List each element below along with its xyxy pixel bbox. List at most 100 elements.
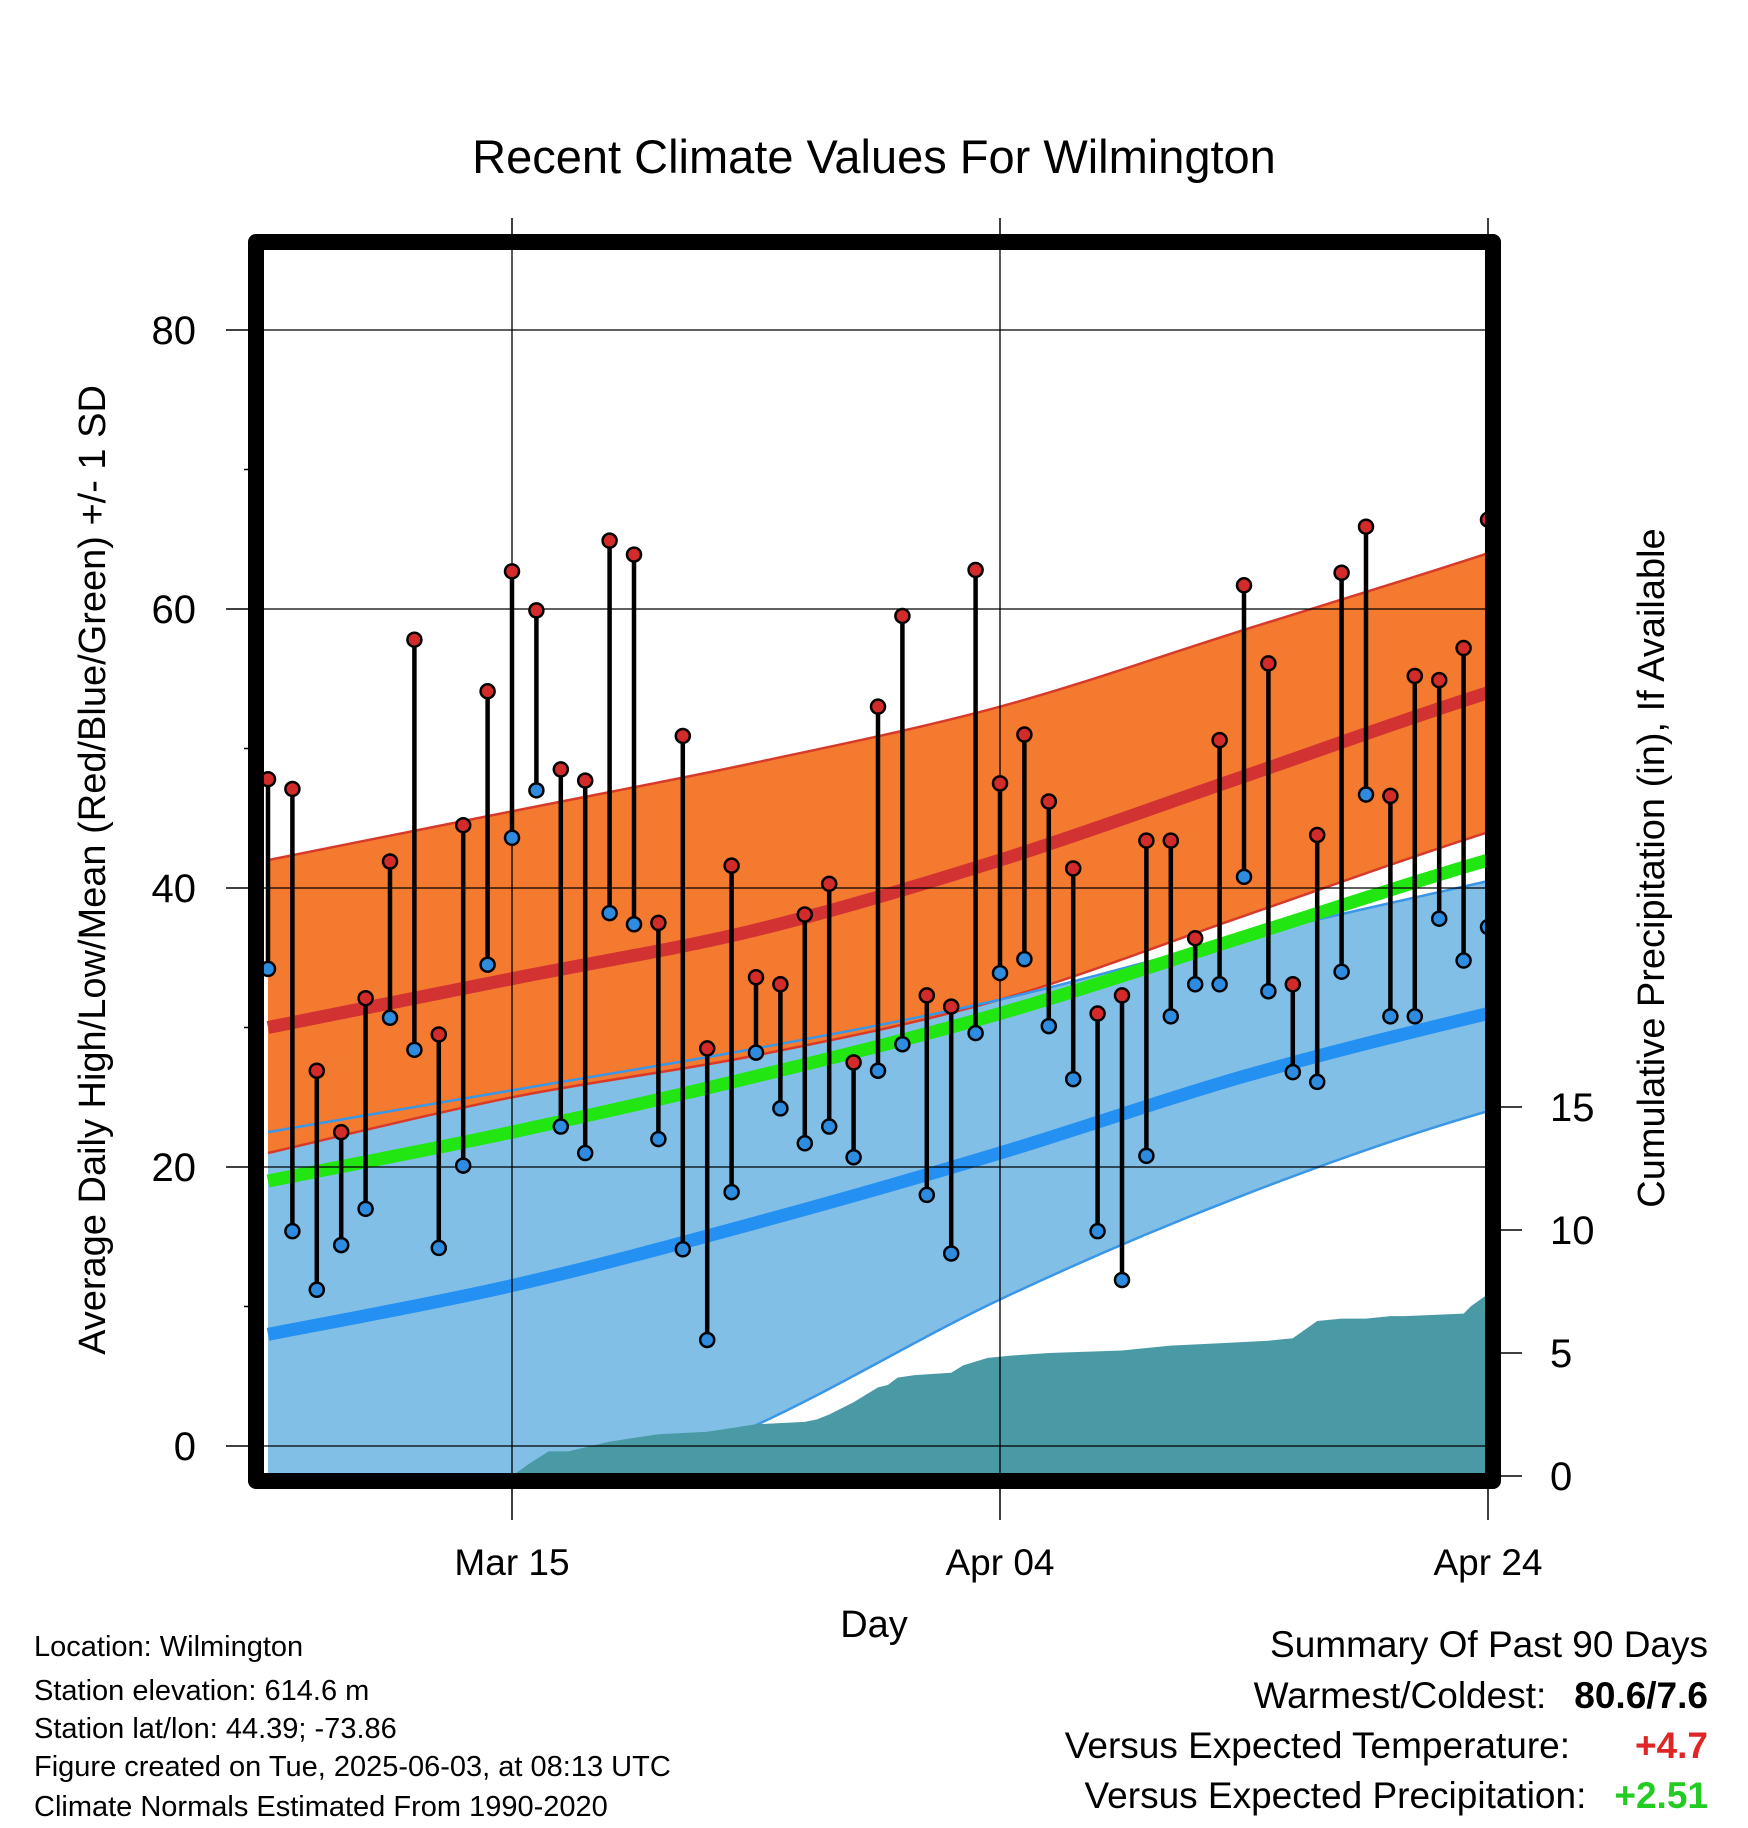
daily-low-point [1333, 963, 1350, 980]
daily-high-point [284, 780, 301, 798]
summary-heading: Summary Of Past 90 Days [1270, 1624, 1708, 1665]
daily-low-point [1235, 868, 1253, 886]
daily-low-point [1603, 714, 1617, 728]
daily-high-point [1308, 826, 1326, 844]
daily-low-point [894, 1035, 911, 1053]
daily-high-point [1235, 577, 1253, 594]
y-tick-label: 0 [174, 1425, 196, 1469]
daily-low-point [576, 1144, 594, 1162]
daily-high-point [650, 914, 667, 932]
daily-high-point [772, 976, 789, 993]
daily-high-point [1064, 860, 1082, 877]
daily-low-point [796, 1135, 814, 1152]
daily-low-point [262, 960, 277, 978]
daily-high-point [1382, 787, 1399, 805]
low-sd-band [268, 881, 1487, 1475]
plot-frame [248, 234, 1501, 1489]
daily-high-point [262, 770, 277, 788]
daily-low-point [1430, 910, 1448, 927]
daily-low-point [552, 1118, 570, 1135]
x-tick-label: Apr 24 [1433, 1542, 1542, 1583]
low-sd-upper-edge [267, 879, 1487, 1134]
plot-border [248, 234, 1501, 1489]
y2-tick-label: 5 [1550, 1332, 1572, 1376]
daily-low-point [1455, 952, 1472, 969]
daily-high-point [698, 1040, 716, 1057]
daily-low-point [406, 1041, 423, 1059]
daily-high-point [1162, 832, 1180, 849]
daily-high-point [308, 1062, 326, 1079]
daily-high-point [601, 532, 618, 549]
daily-high-point [528, 602, 545, 619]
daily-low-point [991, 964, 1009, 982]
daily-low-point [845, 1148, 862, 1166]
summary-warmest-row: Warmest/Coldest: 80.6/7.6 [1254, 1677, 1708, 1714]
daily-low-point [723, 1183, 740, 1201]
y-tick-label: 60 [152, 588, 197, 632]
daily-high-point [869, 698, 887, 715]
daily-low-point [625, 916, 643, 933]
daily-low-point [454, 1157, 472, 1174]
precip-label: Versus Expected Precipitation: [1084, 1775, 1587, 1816]
daily-high-point [357, 989, 374, 1007]
daily-low-point [772, 1100, 789, 1117]
daily-high-point [1406, 667, 1424, 685]
daily-low-point [869, 1062, 887, 1079]
summary-precip-row: Versus Expected Precipitation: +2.51 [1085, 1777, 1708, 1814]
daily-high-point [1284, 976, 1302, 993]
daily-high-point [894, 607, 911, 625]
daily-high-point [1725, 715, 1739, 729]
daily-low-point [1701, 810, 1715, 824]
daily-low-point [747, 1044, 765, 1061]
daily-high-point [918, 987, 936, 1004]
location-text: Location: Wilmington [34, 1631, 304, 1663]
daily-low-point [1211, 976, 1228, 993]
daily-low-point [284, 1222, 301, 1240]
daily-high-point [1089, 1005, 1106, 1022]
daily-high-point [1554, 740, 1568, 754]
daily-low-point [942, 1245, 960, 1262]
daily-high-point [430, 1026, 448, 1043]
daily-low-point [332, 1236, 350, 1254]
daily-low-point [1382, 1008, 1399, 1025]
daily-low-point [381, 1009, 399, 1026]
daily-high-point [1701, 633, 1715, 647]
daily-low-point [1505, 790, 1519, 804]
daily-low-point [1089, 1222, 1106, 1240]
precip-value: +2.51 [1614, 1775, 1708, 1816]
daily-high-point [625, 546, 643, 563]
temp-value: +4.7 [1634, 1725, 1708, 1766]
x-tick-label: Apr 04 [945, 1542, 1054, 1583]
daily-low-point [1579, 836, 1593, 850]
daily-high-point [552, 761, 570, 778]
daily-low-point [650, 1130, 667, 1148]
summary-temp-row: Versus Expected Temperature: +4.7 [1065, 1727, 1708, 1764]
daily-low-point [1725, 821, 1739, 835]
daily-low-point [1186, 976, 1204, 993]
daily-high-point [796, 906, 814, 923]
warmest-value: 80.6/7.6 [1574, 1675, 1708, 1716]
daily-low-point [1113, 1271, 1131, 1289]
temp-label: Versus Expected Temperature: [1064, 1725, 1570, 1766]
daily-low-point [503, 829, 521, 847]
elevation-text: Station elevation: 614.6 m [34, 1675, 370, 1707]
warmest-label: Warmest/Coldest: [1253, 1675, 1547, 1716]
daily-low-point [1357, 786, 1375, 803]
daily-high-point [1186, 929, 1204, 947]
daily-low-point [1554, 1000, 1568, 1014]
y-axis-label: Average Daily High/Low/Mean (Red/Blue/Gr… [72, 385, 114, 1355]
daily-high-point [1676, 510, 1690, 524]
daily-low-point [1016, 950, 1033, 968]
latlon-text: Station lat/lon: 44.39; -73.86 [34, 1713, 397, 1745]
y2-tick-label: 10 [1550, 1209, 1595, 1253]
daily-high-point [406, 631, 423, 648]
y-tick-label: 20 [152, 1146, 197, 1190]
daily-high-point [1138, 832, 1155, 849]
daily-high-point [723, 857, 740, 874]
daily-high-point [1333, 564, 1350, 581]
daily-high-point [674, 727, 692, 745]
daily-high-point [1016, 726, 1033, 743]
daily-low-point [430, 1239, 448, 1257]
